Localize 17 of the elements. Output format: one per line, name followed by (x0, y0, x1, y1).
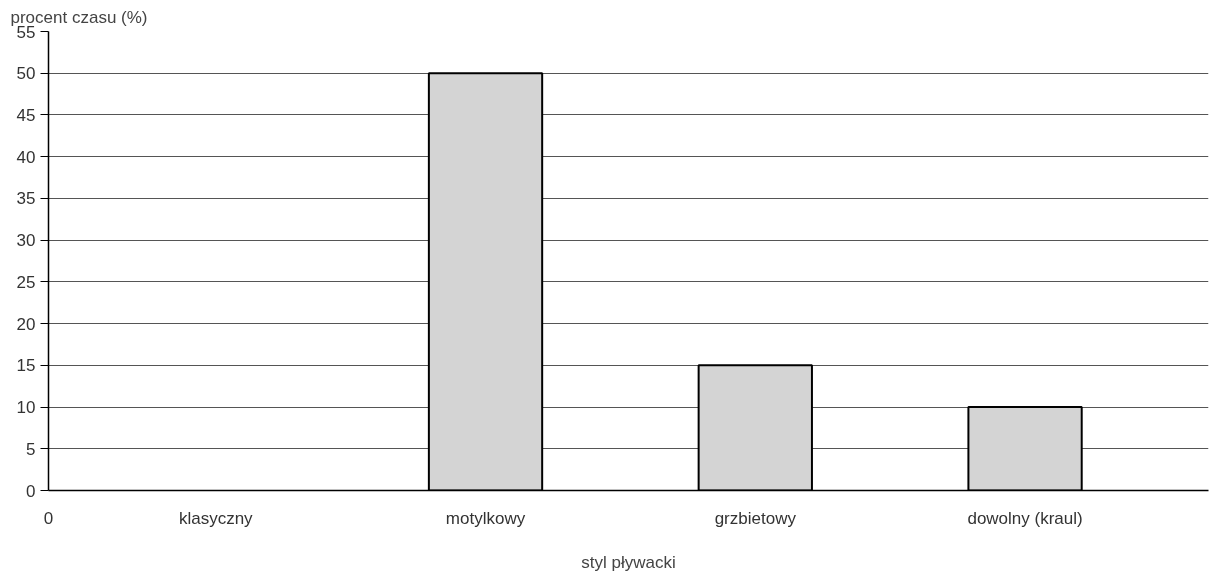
y-tick-label: 35 (16, 189, 36, 209)
text: 0 (43, 508, 54, 528)
y-tick-label: 25 (16, 272, 36, 292)
y-tick-label: 15 (16, 356, 36, 376)
y-tick-label: 30 (16, 231, 36, 251)
x-tick-label: grzbietowy (714, 508, 797, 528)
y-tick-label: 40 (16, 147, 36, 167)
y-tick-label: 5 (26, 439, 36, 459)
y-tick-label: 0 (26, 481, 36, 501)
y-tick-label: 45 (16, 105, 36, 125)
x-tick-label: klasyczny (178, 508, 254, 528)
x-axis-title: styl pływacki (581, 552, 676, 572)
y-tick-label: 50 (16, 64, 36, 84)
y-tick-label: 20 (16, 314, 36, 334)
x-tick-label: motylkowy (445, 508, 526, 528)
y-tick-label: 10 (16, 398, 36, 418)
x-tick-label: dowolny (kraul) (967, 508, 1083, 528)
